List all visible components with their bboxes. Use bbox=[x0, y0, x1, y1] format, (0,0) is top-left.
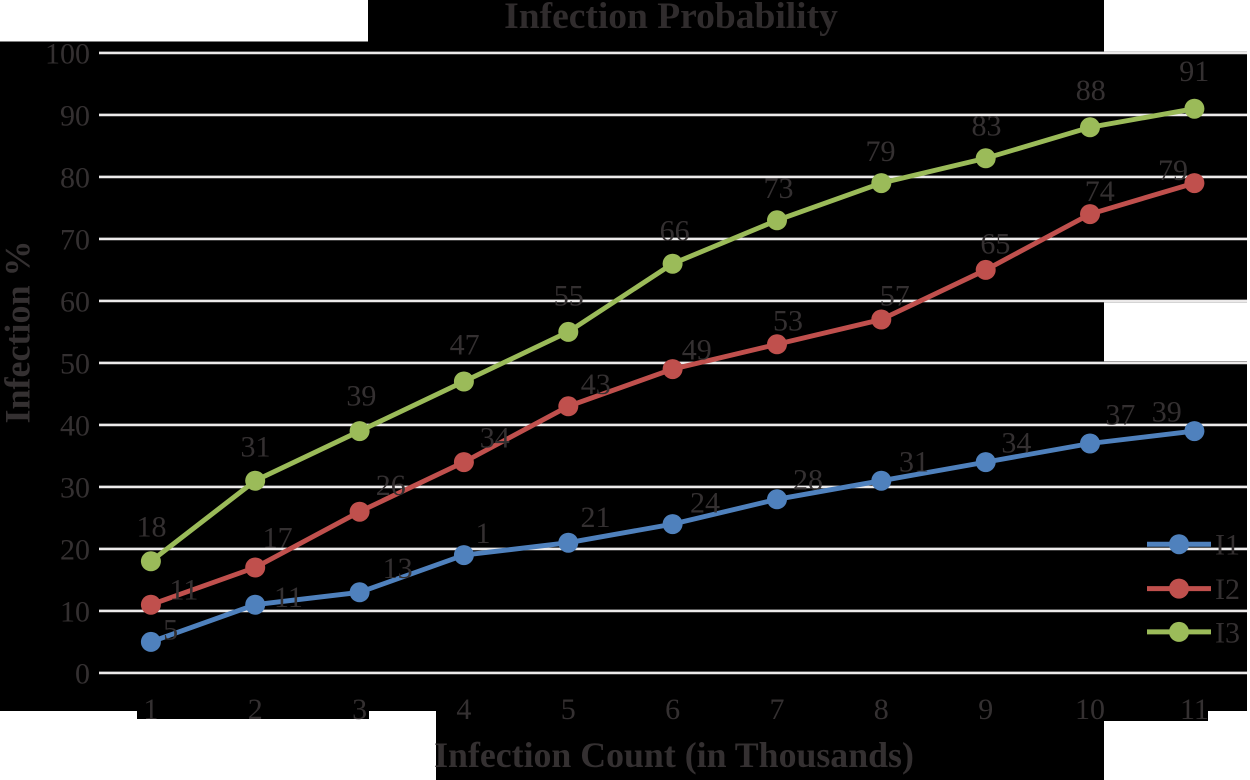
svg-text:11: 11 bbox=[274, 581, 303, 614]
svg-text:Infection %: Infection % bbox=[0, 241, 38, 424]
svg-text:39: 39 bbox=[346, 380, 376, 413]
svg-text:83: 83 bbox=[972, 110, 1002, 143]
svg-text:5: 5 bbox=[163, 614, 178, 647]
svg-text:17: 17 bbox=[263, 522, 293, 555]
svg-text:31: 31 bbox=[899, 446, 929, 479]
svg-text:I1: I1 bbox=[1215, 529, 1240, 562]
svg-text:4: 4 bbox=[456, 693, 471, 726]
svg-text:13: 13 bbox=[383, 552, 413, 585]
svg-text:0: 0 bbox=[75, 657, 90, 690]
svg-text:74: 74 bbox=[1085, 175, 1115, 208]
svg-text:9: 9 bbox=[978, 693, 993, 726]
svg-text:80: 80 bbox=[60, 161, 90, 194]
svg-text:28: 28 bbox=[793, 464, 823, 497]
svg-text:60: 60 bbox=[60, 285, 90, 318]
svg-text:57: 57 bbox=[880, 280, 910, 313]
svg-text:30: 30 bbox=[60, 471, 90, 504]
svg-text:50: 50 bbox=[60, 347, 90, 380]
svg-text:I2: I2 bbox=[1215, 573, 1240, 606]
svg-text:65: 65 bbox=[980, 227, 1010, 260]
svg-text:53: 53 bbox=[773, 305, 803, 338]
svg-text:43: 43 bbox=[581, 368, 611, 401]
svg-text:2: 2 bbox=[248, 693, 263, 726]
svg-text:73: 73 bbox=[764, 172, 794, 205]
svg-text:31: 31 bbox=[241, 431, 271, 464]
svg-text:79: 79 bbox=[866, 135, 896, 168]
svg-text:6: 6 bbox=[665, 693, 680, 726]
svg-text:20: 20 bbox=[60, 533, 90, 566]
svg-text:55: 55 bbox=[554, 280, 584, 313]
svg-text:34: 34 bbox=[1001, 427, 1031, 460]
svg-text:34: 34 bbox=[480, 421, 510, 454]
svg-text:11: 11 bbox=[1180, 693, 1209, 726]
svg-text:Infection Count (in Thousands): Infection Count (in Thousands) bbox=[434, 735, 914, 775]
svg-text:Infection Probability: Infection Probability bbox=[504, 0, 838, 37]
svg-text:88: 88 bbox=[1076, 74, 1106, 107]
svg-text:I3: I3 bbox=[1215, 616, 1240, 649]
svg-text:47: 47 bbox=[450, 328, 480, 361]
svg-text:3: 3 bbox=[352, 693, 367, 726]
svg-text:40: 40 bbox=[60, 409, 90, 442]
svg-text:1: 1 bbox=[143, 693, 158, 726]
svg-text:10: 10 bbox=[1075, 693, 1105, 726]
svg-text:79: 79 bbox=[1158, 154, 1188, 187]
svg-text:100: 100 bbox=[45, 37, 90, 70]
svg-text:91: 91 bbox=[1179, 55, 1209, 88]
svg-text:70: 70 bbox=[60, 223, 90, 256]
svg-text:5: 5 bbox=[561, 693, 576, 726]
svg-text:39: 39 bbox=[1152, 395, 1182, 428]
svg-text:1: 1 bbox=[476, 517, 491, 550]
svg-text:8: 8 bbox=[874, 693, 889, 726]
svg-text:66: 66 bbox=[660, 214, 690, 247]
svg-text:26: 26 bbox=[376, 469, 406, 502]
svg-text:11: 11 bbox=[170, 574, 199, 607]
svg-text:90: 90 bbox=[60, 99, 90, 132]
svg-text:18: 18 bbox=[137, 511, 167, 544]
svg-text:37: 37 bbox=[1105, 399, 1135, 432]
svg-text:49: 49 bbox=[682, 334, 712, 367]
svg-text:10: 10 bbox=[60, 595, 90, 628]
svg-text:21: 21 bbox=[581, 501, 611, 534]
svg-text:24: 24 bbox=[690, 487, 720, 520]
svg-text:7: 7 bbox=[770, 693, 785, 726]
